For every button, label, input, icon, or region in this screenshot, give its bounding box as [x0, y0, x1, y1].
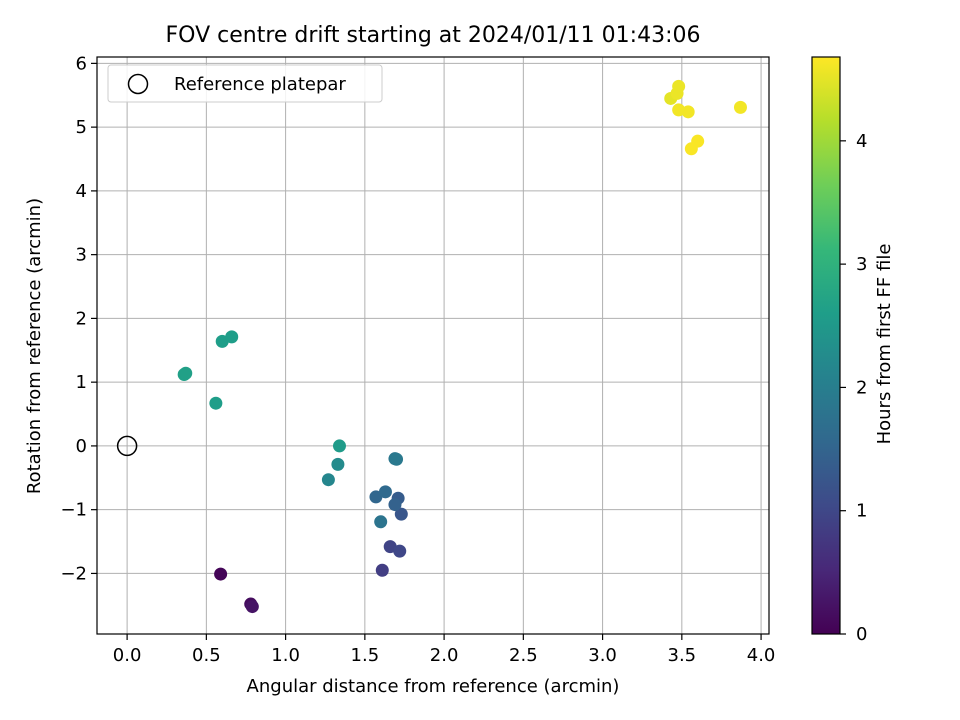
- x-tick-label: 4.0: [747, 645, 776, 666]
- y-tick-label: 4: [76, 181, 87, 202]
- colorbar-tick-label: 2: [856, 377, 867, 398]
- y-tick-label: 1: [76, 372, 87, 393]
- y-axis-ticks: −2 −1 0 1 2 3 4 5 6: [60, 53, 97, 584]
- legend-marker: [127, 73, 149, 95]
- y-tick-label: 6: [76, 53, 87, 74]
- colorbar-tick-label: 3: [856, 254, 867, 275]
- reference-marker-layer: [116, 435, 138, 457]
- scatter-points: [177, 79, 747, 614]
- scatter-point: [214, 567, 228, 581]
- scatter-point: [369, 490, 383, 504]
- scatter-point: [394, 507, 408, 521]
- legend-entry: Reference platepar: [174, 74, 346, 95]
- x-tick-label: 2.0: [430, 645, 459, 666]
- legend-box: [107, 64, 383, 103]
- scatter-point: [378, 485, 392, 499]
- reference-marker: [116, 435, 138, 457]
- scatter-point: [388, 498, 402, 512]
- scatter-point: [390, 452, 404, 466]
- x-tick-label: 1.5: [351, 645, 380, 666]
- x-axis-ticks: 0.0 0.5 1.0 1.5 2.0 2.5 3.0 3.5 4.0: [113, 634, 776, 666]
- scatter-point: [245, 600, 259, 614]
- colorbar-tick-label: 1: [856, 501, 867, 522]
- scatter-point: [179, 366, 193, 380]
- x-tick-label: 2.5: [509, 645, 538, 666]
- scatter-point: [321, 473, 335, 487]
- scatter-point: [684, 142, 698, 156]
- colorbar-tick-label: 4: [856, 131, 867, 152]
- colorbar-gradient: [812, 57, 840, 634]
- grid: [97, 57, 769, 634]
- scatter-point: [393, 544, 407, 558]
- plot-frame: [96, 56, 770, 635]
- y-axis-label: Rotation from reference (arcmin): [24, 198, 45, 494]
- scatter-point: [733, 100, 747, 114]
- colorbar-label: Hours from first FF file: [874, 244, 895, 445]
- scatter-point: [225, 330, 239, 344]
- legend: Reference platepar: [107, 64, 383, 103]
- x-tick-label: 3.5: [668, 645, 697, 666]
- x-tick-label: 0.5: [192, 645, 221, 666]
- chart-title: FOV centre drift starting at 2024/01/11 …: [166, 23, 701, 48]
- y-tick-label: 5: [76, 117, 87, 138]
- scatter-point: [681, 105, 695, 119]
- colorbar: 0 1 2 3 4 Hours from first FF file: [811, 56, 895, 645]
- x-tick-label: 3.0: [588, 645, 617, 666]
- scatter-point: [209, 396, 223, 410]
- x-tick-label: 0.0: [113, 645, 142, 666]
- scatter-point: [331, 457, 345, 471]
- y-tick-label: −2: [60, 563, 87, 584]
- y-tick-label: −1: [60, 500, 87, 521]
- y-tick-label: 3: [76, 245, 87, 266]
- y-tick-label: 2: [76, 308, 87, 329]
- colorbar-ticks: 0 1 2 3 4: [840, 131, 867, 645]
- colorbar-frame: [811, 56, 841, 635]
- scatter-point: [374, 515, 388, 529]
- x-axis-label: Angular distance from reference (arcmin): [247, 676, 620, 697]
- colorbar-tick-label: 0: [856, 624, 867, 645]
- y-tick-label: 0: [76, 436, 87, 457]
- scatter-point: [375, 563, 389, 577]
- scatter-point: [672, 79, 686, 93]
- x-tick-label: 1.0: [271, 645, 300, 666]
- scatter-point: [332, 439, 346, 453]
